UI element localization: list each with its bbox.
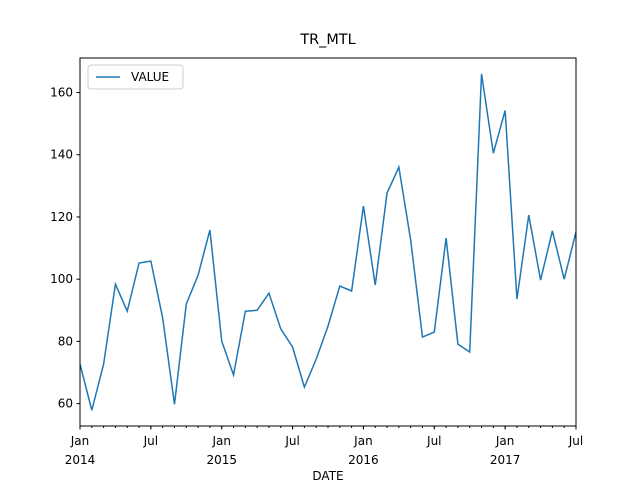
x-tick-label: Jan bbox=[70, 434, 90, 448]
x-tick-year: 2014 bbox=[65, 453, 96, 467]
y-tick-label: 160 bbox=[50, 86, 73, 100]
x-tick-label: Jul bbox=[426, 434, 441, 448]
x-tick-label: Jul bbox=[143, 434, 158, 448]
chart-title: TR_MTL bbox=[299, 32, 355, 48]
x-tick-label: Jan bbox=[495, 434, 515, 448]
y-tick-label: 140 bbox=[50, 148, 73, 162]
x-tick-year: 2016 bbox=[348, 453, 379, 467]
x-tick-year: 2017 bbox=[490, 453, 521, 467]
y-tick-label: 60 bbox=[58, 397, 73, 411]
x-tick-label: Jan bbox=[353, 434, 373, 448]
legend-box bbox=[87, 64, 184, 90]
plot-frame bbox=[79, 57, 577, 427]
x-tick-label: Jul bbox=[568, 434, 583, 448]
x-tick-year: 2015 bbox=[206, 453, 237, 467]
y-tick-label: 100 bbox=[50, 272, 73, 286]
legend-label: VALUE bbox=[131, 70, 169, 84]
x-axis-label: DATE bbox=[312, 469, 343, 480]
y-tick-label: 120 bbox=[50, 210, 73, 224]
x-tick-label: Jul bbox=[284, 434, 299, 448]
x-tick-label: Jan bbox=[211, 434, 231, 448]
line-series bbox=[80, 73, 576, 411]
y-tick-label: 80 bbox=[58, 334, 73, 348]
